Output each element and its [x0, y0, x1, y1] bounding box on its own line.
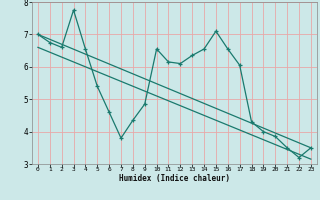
X-axis label: Humidex (Indice chaleur): Humidex (Indice chaleur)	[119, 174, 230, 183]
